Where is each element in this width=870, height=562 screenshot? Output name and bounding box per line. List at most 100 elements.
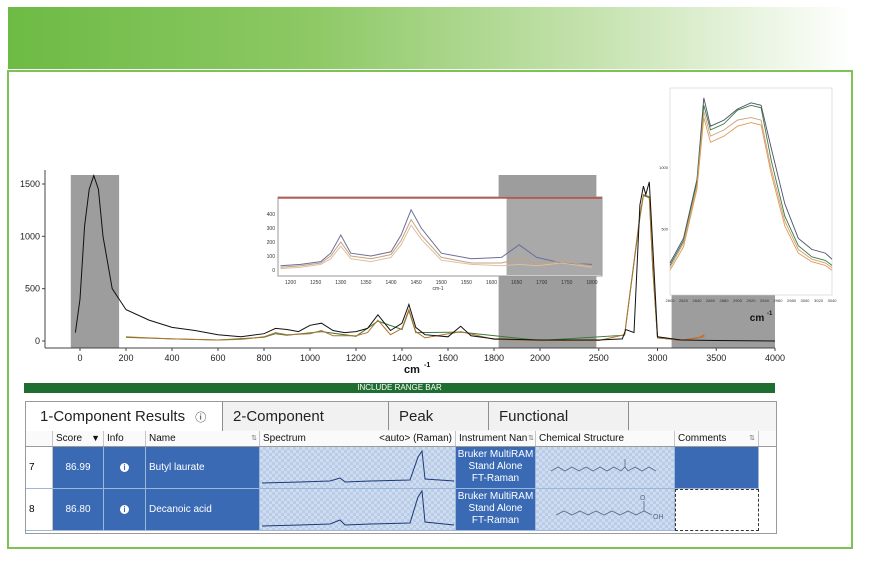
inset-x-tick-label: 2820 [679, 298, 689, 303]
inset-x-tick-label: 1200 [285, 280, 296, 286]
tab-2-component-results[interactable]: 2-Component Results [223, 402, 389, 455]
x-tick-label: 4000 [765, 353, 785, 363]
header-spectrum-mode[interactable]: <auto> (Raman) [379, 433, 452, 444]
header-instrument[interactable]: Instrument Nan ⇅ [456, 431, 536, 446]
inset-y-tick-label: 300 [267, 226, 276, 232]
info-cell[interactable]: i [104, 447, 146, 489]
spectrum-thumbnail-cell[interactable] [260, 489, 456, 531]
inset-x-tick-label: 3020 [814, 298, 824, 303]
inset-y-tick-label: 200 [267, 240, 276, 246]
sort-desc-icon[interactable]: ▼ [91, 433, 100, 443]
info-icon[interactable]: i [120, 463, 129, 472]
sort-icon[interactable]: ⇅ [251, 435, 257, 442]
instrument-cell[interactable]: Bruker MultiRAM Stand Alone FT-Raman [456, 489, 536, 531]
header-chemical-structure[interactable]: Chemical Structure [536, 431, 675, 446]
row-index-cell: 7 [26, 447, 53, 489]
row-index-cell: 8 [26, 489, 53, 531]
name-cell[interactable]: Butyl laurate [146, 447, 260, 489]
info-cell[interactable]: i [104, 489, 146, 531]
sort-icon[interactable]: ⇅ [528, 435, 534, 442]
inset-y-tick-label: 1000 [659, 165, 669, 170]
oxygen-label: O [640, 495, 646, 502]
comments-cell[interactable] [675, 489, 759, 531]
inset-x-tick-label: 2920 [747, 298, 757, 303]
y-tick-label: 500 [25, 284, 40, 294]
inset-y-tick-label: 100 [267, 254, 276, 260]
inset-x-tick-label: 1450 [411, 280, 422, 286]
inset-x-axis-label: cm-1 [432, 286, 443, 292]
name-cell[interactable]: Decanoic acid [146, 489, 260, 531]
inset-x-tick-label: 2940 [760, 298, 770, 303]
inset-x-tick-label: 2800 [666, 298, 676, 303]
inset-x-tick-label: 2900 [733, 298, 743, 303]
comments-cell[interactable] [675, 447, 759, 489]
inset-fingerprint-chart: 0 100 200 300 400 1200 1250 1300 1350 1400 1450 150… [267, 196, 603, 292]
header-score[interactable]: Score ▼ [53, 431, 104, 446]
inset-series-line [280, 218, 593, 268]
x-tick-label: 800 [256, 353, 271, 363]
hydroxyl-label: OH [653, 514, 664, 521]
x-tick-label: 2000 [530, 353, 550, 363]
tab-1-component-results[interactable]: 1-Component Results ⓘ [26, 402, 223, 432]
inset-x-tick-label: 2840 [693, 298, 703, 303]
header-name-label: Name [149, 433, 176, 444]
x-tick-label: 1600 [438, 353, 458, 363]
header-spectrum-label: Spectrum [263, 433, 306, 444]
instrument-line: Stand Alone [468, 461, 523, 472]
inset-x-tick-label: 1350 [360, 280, 371, 286]
inset-x-tick-label: 1400 [385, 280, 396, 286]
header-comments-label: Comments [678, 433, 727, 444]
series-line [74, 174, 776, 342]
x-tick-label: 0 [77, 353, 82, 363]
inset-series-line [280, 224, 593, 270]
inset-x-tick-label: 1500 [436, 280, 447, 286]
y-tick-label: 0 [35, 336, 40, 346]
structure-cell[interactable] [536, 447, 675, 489]
include-range-bar[interactable]: INCLUDE RANGE BAR [24, 383, 775, 393]
header-info-label: Info [107, 433, 124, 444]
table-row[interactable]: 8 86.80 i Decanoic acid Bruker MultiRAM … [26, 489, 776, 531]
inset-x-tick-label: 2980 [787, 298, 797, 303]
instrument-line: Bruker MultiRAM [457, 491, 534, 502]
info-icon[interactable]: ⓘ [195, 412, 207, 424]
x-axis-label: cm [404, 364, 420, 376]
info-icon[interactable]: i [120, 505, 129, 514]
content-frame [7, 70, 853, 549]
instrument-line: FT-Raman [471, 515, 520, 526]
inset-x-tick-label: 1550 [461, 280, 472, 286]
header-name[interactable]: Name ⇅ [146, 431, 260, 446]
inset-y-tick-label: 400 [267, 212, 276, 218]
score-cell[interactable]: 86.99 [53, 447, 104, 489]
header-comments[interactable]: Comments ⇅ [675, 431, 759, 446]
inset-x-tick-label: 1300 [335, 280, 346, 286]
tab-label: 1-Component Results [40, 408, 186, 425]
x-tick-label: 200 [118, 353, 133, 363]
x-tick-label: 400 [164, 353, 179, 363]
structure-cell[interactable]: O OH [536, 489, 675, 531]
header-instrument-label: Instrument Nan [459, 433, 528, 444]
y-tick-label: 1000 [20, 231, 40, 241]
comments-value [675, 447, 758, 488]
tab-functional-groups[interactable]: Functional Groups [489, 402, 629, 455]
inset-x-tick-label: 1750 [561, 280, 572, 286]
spectrum-thumbnail-cell[interactable] [260, 447, 456, 489]
results-panel: 1-Component Results ⓘ 2-Component Result… [25, 401, 777, 534]
inset-ch-stretch-chart: 500 1000 2800 2820 2840 2860 2880 2900 2920 2940 2… [659, 87, 837, 324]
instrument-cell[interactable]: Bruker MultiRAM Stand Alone FT-Raman [456, 447, 536, 489]
score-value: 86.80 [65, 504, 91, 515]
inset-x-tick-label: 1800 [586, 280, 597, 286]
tab-peak-results[interactable]: Peak Results [389, 402, 489, 455]
inset-y-tick-label: 0 [272, 268, 275, 274]
score-cell[interactable]: 86.80 [53, 489, 104, 531]
inset-series-line [669, 117, 833, 271]
row-index: 8 [29, 504, 35, 515]
header-spectrum[interactable]: Spectrum <auto> (Raman) [260, 431, 456, 446]
inset-x-tick-label: 1650 [511, 280, 522, 286]
inset-y-tick-label: 500 [661, 226, 668, 231]
x-tick-label: 3000 [647, 353, 667, 363]
inset-x-tick-label: 2880 [720, 298, 730, 303]
sort-icon[interactable]: ⇅ [749, 435, 755, 442]
table-row[interactable]: 7 86.99 i Butyl laurate Bruker MultiRAM … [26, 447, 776, 489]
inset-x-tick-label: 1700 [536, 280, 547, 286]
header-info[interactable]: Info [104, 431, 146, 446]
